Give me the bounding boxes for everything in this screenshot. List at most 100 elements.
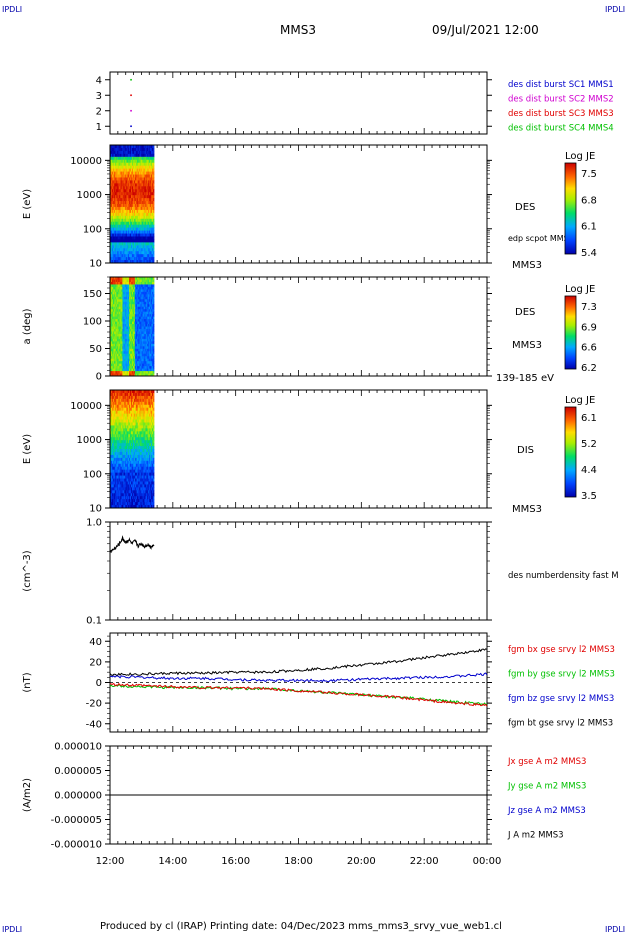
- des-pitch-panel-cell: [111, 348, 114, 352]
- des-pitch-panel-cell: [123, 309, 125, 313]
- des-pitch-panel-cell: [138, 291, 141, 295]
- des-pitch-panel-cell: [145, 301, 147, 305]
- des-energy-panel-cell: [111, 198, 114, 202]
- des-energy-panel-cell: [110, 183, 112, 187]
- dis-energy-panel-cell: [125, 460, 127, 465]
- des-energy-panel-cell: [113, 248, 116, 252]
- dis-energy-panel-cell: [115, 392, 118, 397]
- des-energy-panel-cell: [132, 260, 135, 264]
- des-energy-panel-cell: [143, 189, 145, 193]
- des-pitch-panel-cell: [114, 373, 117, 377]
- dis-energy-panel-cell: [119, 481, 121, 485]
- des-energy-panel-cell: [135, 215, 138, 220]
- des-energy-panel-cell: [133, 145, 136, 149]
- des-pitch-panel-cell: [144, 343, 146, 347]
- des-energy-panel-cell: [153, 260, 155, 264]
- des-energy-panel-cell: [131, 183, 134, 187]
- des-energy-panel-cell: [151, 221, 153, 226]
- des-pitch-panel-cell: [114, 299, 117, 303]
- des-pitch-panel-cell: [116, 356, 119, 360]
- des-pitch-panel-cell: [114, 356, 117, 360]
- des-energy-panel-cell: [127, 183, 129, 187]
- dis-energy-panel-cell: [110, 425, 112, 429]
- dis-energy-panel-cell: [124, 499, 126, 503]
- dis-energy-panel-cell: [122, 390, 124, 394]
- des-pitch-panel-cell: [115, 326, 118, 330]
- dis-energy-panel-cell: [127, 463, 129, 468]
- des-energy-panel-cell: [128, 242, 130, 246]
- des-energy-panel-cell: [114, 206, 117, 211]
- des-pitch-panel-cell: [117, 326, 120, 330]
- dis-energy-panel-cell: [114, 499, 117, 503]
- des-pitch-panel-cell: [131, 358, 133, 362]
- des-energy-panel-cell: [111, 150, 114, 155]
- des-pitch-panel-cell: [113, 306, 116, 310]
- des-energy-panel-cell: [117, 248, 120, 252]
- des-energy-panel-cell: [136, 189, 139, 193]
- dis-energy-panel-cell: [123, 469, 125, 473]
- des-energy-panel-cell: [128, 153, 130, 158]
- des-pitch-panel-cell: [110, 366, 113, 369]
- des-energy-panel-cell: [127, 224, 129, 228]
- dis-energy-panel-cell: [123, 487, 125, 491]
- des-pitch-panel-cell: [111, 346, 114, 350]
- des-energy-panel-cell: [113, 206, 116, 211]
- des-pitch-panel-cell: [147, 311, 149, 315]
- des-energy-panel-cell: [150, 165, 152, 169]
- des-energy-panel-cell: [131, 165, 133, 169]
- des-pitch-panel-cell: [138, 363, 141, 367]
- des-energy-panel-cell: [121, 218, 123, 223]
- des-pitch-panel-cell: [120, 366, 122, 369]
- des-energy-panel-cell: [112, 204, 115, 208]
- des-energy-panel-cell: [119, 248, 121, 252]
- des-pitch-panel-cell: [152, 366, 154, 369]
- des-pitch-panel-cell: [125, 333, 127, 337]
- des-pitch-panel-cell: [124, 304, 126, 308]
- des-pitch-panel-cell: [125, 281, 127, 285]
- des-energy-panel-cell: [123, 198, 125, 202]
- des-pitch-panel-cell: [125, 291, 127, 295]
- des-energy-panel-cell: [112, 165, 115, 169]
- dis-energy-panel-cell: [118, 434, 120, 438]
- des-pitch-panel-cell: [126, 326, 128, 330]
- des-pitch-panel-cell: [146, 309, 148, 313]
- dis-energy-panel-cell: [124, 502, 126, 506]
- des-energy-panel-cell: [124, 147, 126, 152]
- des-pitch-panel-cell: [111, 294, 114, 298]
- des-energy-panel-cell: [141, 171, 143, 175]
- des-energy-panel-cell: [152, 195, 154, 199]
- des-pitch-panel-cell: [134, 314, 137, 317]
- des-energy-panel-cell: [120, 159, 122, 164]
- des-energy-panel-cell: [124, 251, 126, 255]
- des-pitch-panel-cell: [121, 326, 123, 330]
- des-pitch-panel-cell: [134, 284, 137, 288]
- des-pitch-panel-cell: [132, 358, 135, 362]
- des-energy-panel-cell: [152, 218, 154, 223]
- des-pitch-panel-cell: [128, 319, 130, 322]
- des-pitch-panel-cell: [148, 368, 150, 372]
- dis-energy-panel-cell: [115, 487, 118, 491]
- des-pitch-panel-cell: [148, 338, 150, 342]
- des-pitch-panel-cell: [148, 301, 150, 305]
- des-pitch-panel-cell: [110, 289, 113, 293]
- des-pitch-panel-cell: [149, 356, 151, 360]
- des-energy-panel-cell: [140, 159, 142, 164]
- dis-energy-panel-cell: [124, 487, 126, 491]
- des-pitch-panel-cell: [143, 319, 145, 322]
- des-energy-panel-cell: [149, 192, 151, 196]
- des-energy-panel-cell: [136, 168, 139, 172]
- des-pitch-panel-cell: [131, 284, 134, 288]
- des-pitch-panel-cell: [115, 296, 118, 300]
- dis-energy-panel-cell: [111, 416, 114, 420]
- des-pitch-panel-cell: [153, 358, 155, 362]
- dis-energy-panel-cell: [111, 484, 114, 488]
- des-energy-panel-cell: [110, 257, 113, 261]
- des-pitch-panel-cell: [113, 358, 116, 362]
- des-pitch-panel-cell: [150, 314, 152, 317]
- des-pitch-panel-cell: [149, 348, 151, 352]
- des-energy-panel-cell: [114, 177, 117, 181]
- des-energy-panel-cell: [131, 150, 134, 155]
- dis-energy-panel-cell: [120, 392, 122, 397]
- des-energy-panel-cell: [129, 218, 131, 223]
- des-pitch-panel-cell: [147, 321, 149, 325]
